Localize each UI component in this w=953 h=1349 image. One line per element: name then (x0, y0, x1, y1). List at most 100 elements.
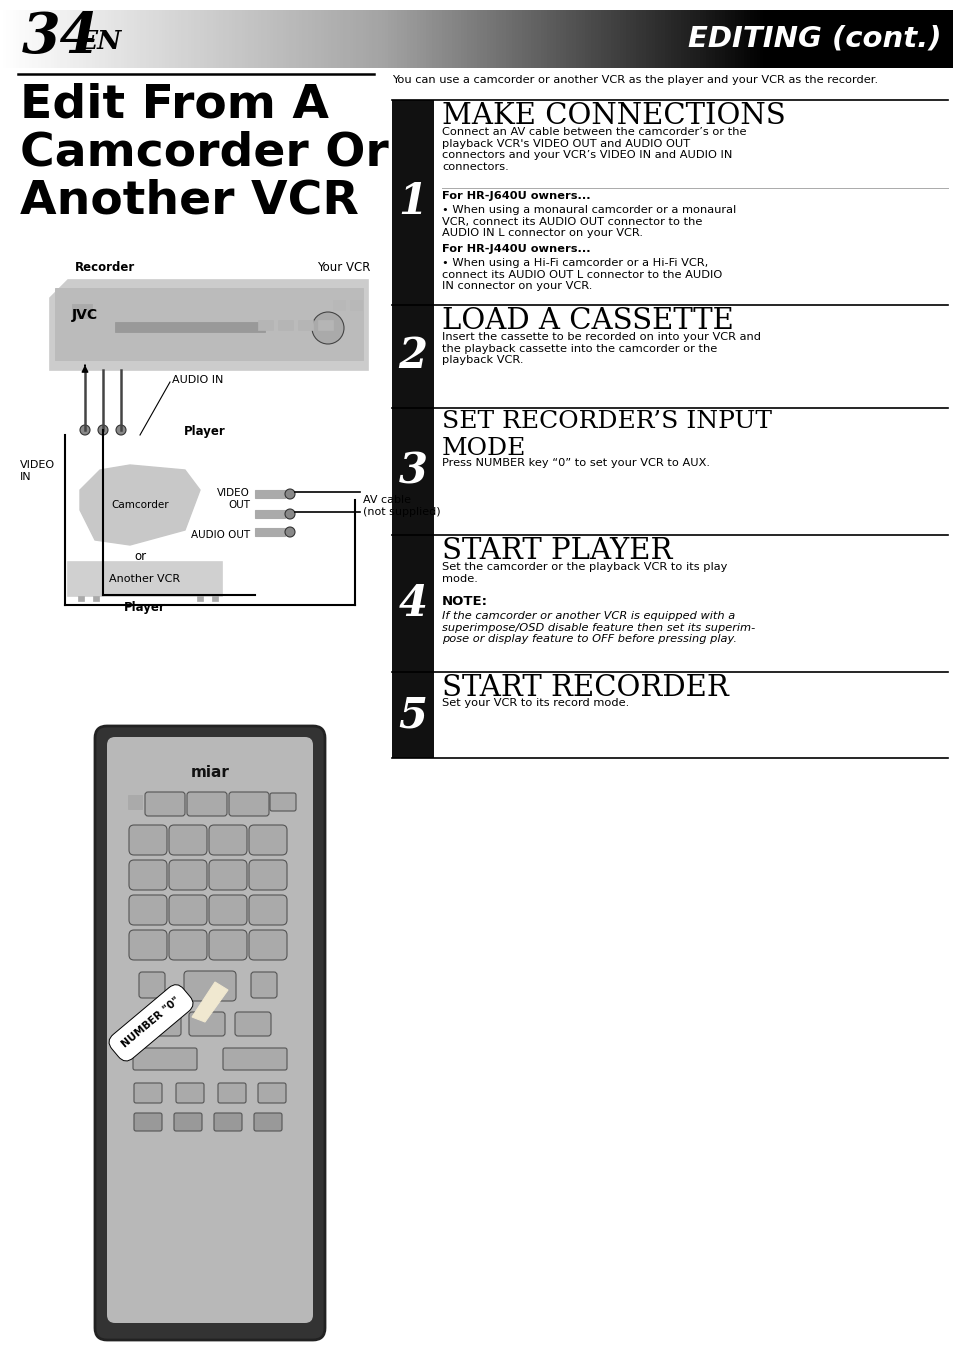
Bar (760, 9, 763, 67)
Bar (76, 9, 80, 67)
Bar (245, 9, 249, 67)
FancyBboxPatch shape (169, 826, 207, 855)
Bar (403, 9, 408, 67)
Bar (0, 9, 4, 67)
Bar (769, 9, 773, 67)
Text: AUDIO OUT: AUDIO OUT (191, 530, 250, 540)
Bar (277, 320, 293, 331)
Bar (836, 9, 840, 67)
Bar (124, 9, 128, 67)
Bar (645, 9, 649, 67)
Bar (788, 9, 792, 67)
Text: Connect an AV cable between the camcorder’s or the
playback VCR's VIDEO OUT and : Connect an AV cable between the camcorde… (441, 127, 745, 171)
Bar (632, 9, 637, 67)
Polygon shape (192, 982, 228, 1023)
Bar (333, 299, 345, 310)
Bar (55, 287, 363, 360)
Bar (845, 9, 849, 67)
Bar (388, 9, 392, 67)
FancyBboxPatch shape (257, 1083, 286, 1103)
Bar (639, 9, 642, 67)
Bar (394, 9, 398, 67)
Bar (674, 9, 678, 67)
Text: NOTE:: NOTE: (441, 595, 488, 608)
Bar (924, 9, 928, 67)
Bar (750, 9, 754, 67)
Bar (105, 9, 109, 67)
Bar (346, 9, 351, 67)
Bar (648, 9, 652, 67)
Bar (667, 9, 671, 67)
Bar (622, 9, 627, 67)
Bar (677, 9, 680, 67)
Bar (826, 9, 830, 67)
Bar (498, 9, 503, 67)
FancyBboxPatch shape (251, 973, 276, 998)
Bar (931, 9, 935, 67)
Bar (229, 9, 233, 67)
Text: 4: 4 (398, 583, 427, 625)
Text: Camcorder: Camcorder (112, 500, 169, 510)
FancyBboxPatch shape (234, 1012, 271, 1036)
Text: LOAD A CASSETTE: LOAD A CASSETTE (441, 308, 733, 335)
Bar (460, 9, 465, 67)
Bar (67, 9, 71, 67)
Bar (384, 9, 389, 67)
Bar (155, 9, 160, 67)
Bar (343, 9, 347, 67)
Bar (772, 9, 776, 67)
Bar (308, 9, 313, 67)
Bar (712, 9, 716, 67)
FancyBboxPatch shape (184, 971, 235, 1001)
Bar (607, 9, 611, 67)
Bar (515, 9, 518, 67)
Bar (184, 9, 189, 67)
Bar (448, 9, 452, 67)
Bar (359, 9, 363, 67)
Text: Player: Player (124, 602, 166, 614)
Text: • When using a Hi-Fi camcorder or a Hi-Fi VCR,
connect its AUDIO OUT L connector: • When using a Hi-Fi camcorder or a Hi-F… (441, 258, 721, 291)
Bar (877, 9, 881, 67)
FancyBboxPatch shape (249, 861, 287, 890)
Bar (575, 9, 579, 67)
Bar (779, 9, 782, 67)
Bar (670, 9, 675, 67)
Bar (283, 9, 287, 67)
FancyBboxPatch shape (218, 1083, 246, 1103)
Text: Press NUMBER key “0” to set your VCR to AUX.: Press NUMBER key “0” to set your VCR to … (441, 459, 709, 468)
Bar (375, 9, 379, 67)
Bar (464, 9, 468, 67)
Bar (512, 9, 516, 67)
Bar (727, 9, 732, 67)
Bar (807, 9, 811, 67)
Bar (626, 9, 630, 67)
Bar (286, 9, 290, 67)
Bar (946, 9, 951, 67)
Bar (467, 9, 471, 67)
Bar (600, 9, 604, 67)
Bar (658, 9, 661, 67)
Bar (734, 9, 738, 67)
Bar (899, 9, 903, 67)
Bar (508, 9, 513, 67)
Text: miar: miar (191, 765, 230, 780)
Bar (321, 9, 325, 67)
Bar (715, 9, 719, 67)
Bar (410, 9, 414, 67)
Bar (331, 9, 335, 67)
Text: VIDEO
OUT: VIDEO OUT (217, 488, 250, 510)
Text: AV cable
(not supplied): AV cable (not supplied) (363, 495, 440, 517)
Bar (527, 9, 532, 67)
Bar (336, 9, 341, 67)
Bar (737, 9, 741, 67)
Bar (918, 9, 923, 67)
Bar (693, 9, 697, 67)
Bar (108, 9, 112, 67)
Bar (210, 9, 213, 67)
Bar (855, 9, 859, 67)
FancyBboxPatch shape (129, 894, 167, 925)
Bar (841, 9, 846, 67)
Bar (781, 9, 785, 67)
FancyBboxPatch shape (173, 1113, 202, 1130)
Bar (912, 9, 916, 67)
